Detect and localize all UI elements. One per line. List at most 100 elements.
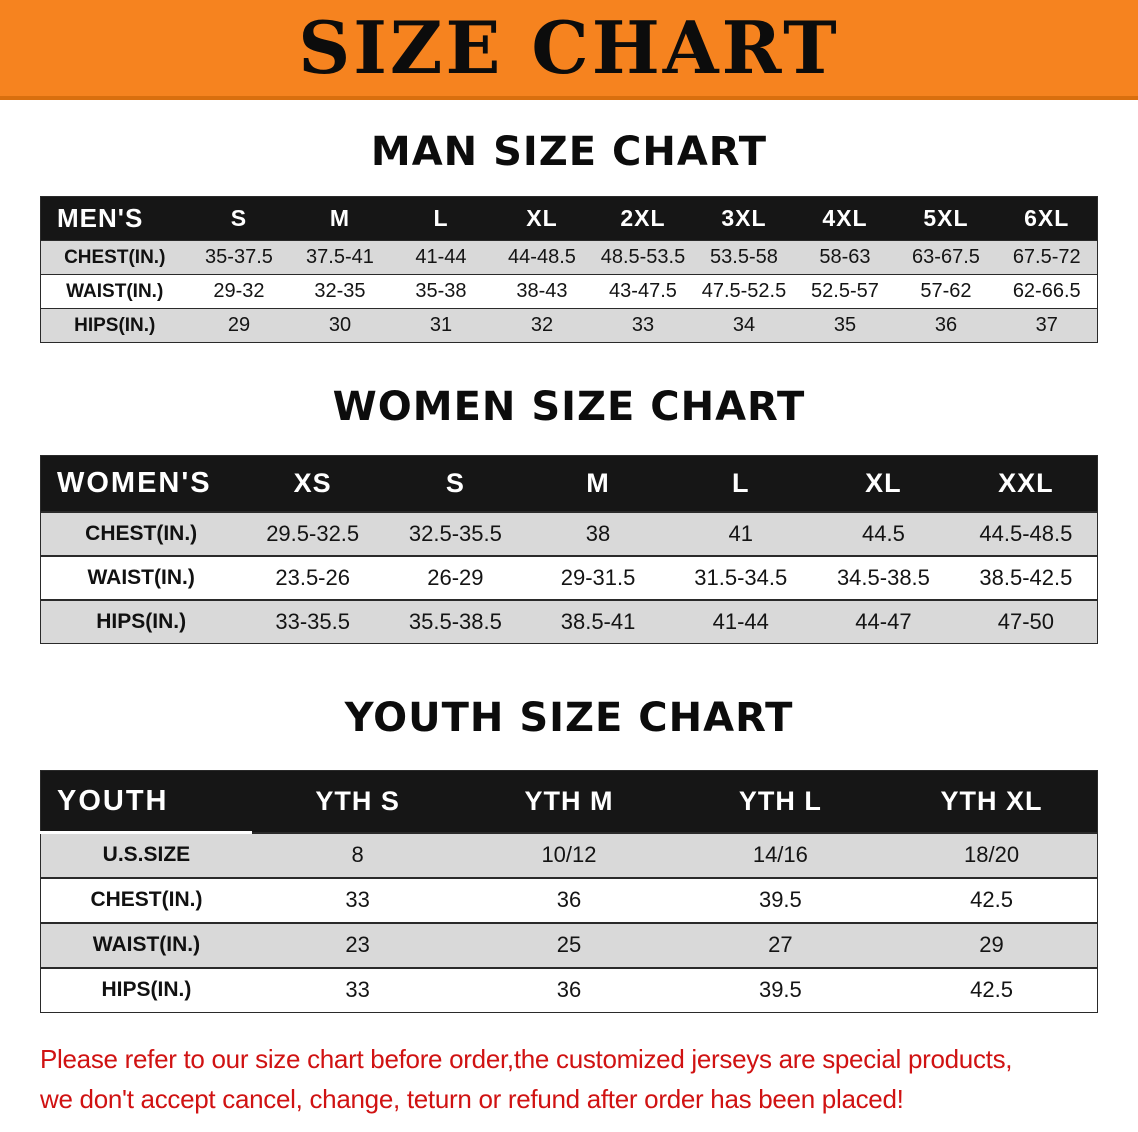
size-value-cell: 32.5-35.5 — [408, 520, 502, 546]
row-label: WAIST(IN.) — [66, 280, 164, 302]
size-value-cell: 39.5 — [758, 977, 802, 1003]
size-header-cell: XS — [293, 467, 332, 498]
row-label: CHEST(IN.) — [90, 888, 203, 911]
disclaimer: Please refer to our size chart before or… — [40, 1039, 1138, 1120]
size-value-cell: 62-66.5 — [1012, 280, 1081, 302]
size-value-cell: 39.5 — [758, 887, 802, 912]
size-value-cell: 33-35.5 — [275, 608, 350, 634]
size-value-cell: 38.5-42.5 — [979, 564, 1073, 590]
size-value-cell: 37 — [1035, 314, 1058, 336]
size-value-cell: 35 — [833, 314, 857, 336]
table-row: HIPS(IN.) 33 36 39.5 42.5 — [40, 967, 1098, 1013]
table-row: CHEST(IN.) 35-37.5 37.5-41 41-44 44-48.5 48.5… — [40, 240, 1098, 275]
size-value-cell: 36 — [934, 314, 958, 336]
size-header-cell: 2XL — [620, 205, 666, 231]
table-row: CHEST(IN.) 33 36 39.5 42.5 — [40, 877, 1098, 923]
size-value-cell: 31.5-34.5 — [694, 564, 788, 590]
size-value-cell: 38 — [585, 520, 611, 546]
size-value-cell: 18/20 — [964, 842, 1020, 867]
size-header-cell: YTH L — [738, 785, 822, 816]
header-row: MEN'S S M L XL 2XL 3XL 4XL 5XL 6XL — [40, 196, 1098, 241]
size-value-cell: 35-37.5 — [205, 246, 273, 268]
table-row: WAIST(IN.) 23 25 27 29 — [40, 922, 1098, 968]
table-row: HIPS(IN.) 29 30 31 32 33 34 35 36 37 — [40, 308, 1098, 343]
women-size-chart-section: WOMEN SIZE CHART WOMEN'S XS S M L XL XXL CHEST… — [0, 383, 1138, 644]
size-value-cell: 34 — [732, 314, 756, 336]
size-header-cell: YTH XL — [940, 785, 1043, 816]
size-header-cell: XL — [526, 205, 558, 231]
row-label: HIPS(IN.) — [101, 978, 192, 1002]
size-value-cell: 44-47 — [855, 608, 912, 634]
size-value-cell: 32 — [530, 314, 554, 336]
row-label: HIPS(IN.) — [74, 314, 156, 336]
size-header-cell: 5XL — [923, 205, 969, 231]
mens-size-table: MEN'S S M L XL 2XL 3XL 4XL 5XL 6XL CHEST(IN.) 35-3… — [40, 196, 1098, 343]
size-value-cell: 33 — [345, 887, 370, 912]
table-row: CHEST(IN.) 29.5-32.5 32.5-35.5 38 41 44.5 44.5… — [40, 511, 1098, 556]
table-row: WAIST(IN.) 29-32 32-35 35-38 38-43 43-47.5 47.… — [40, 274, 1098, 309]
size-value-cell: 38.5-41 — [560, 608, 636, 634]
size-value-cell: 10/12 — [541, 842, 597, 867]
womens-table-body: CHEST(IN.) 29.5-32.5 32.5-35.5 38 41 44.5 44.5… — [40, 511, 1098, 644]
banner-title: SIZE CHART — [298, 5, 840, 90]
table-row: HIPS(IN.) 33-35.5 35.5-38.5 38.5-41 41-44 44-… — [40, 599, 1098, 644]
disclaimer-line-1: Please refer to our size chart before or… — [40, 1044, 1013, 1074]
size-value-cell: 52.5-57 — [811, 280, 879, 302]
size-value-cell: 58-63 — [819, 246, 871, 268]
size-value-cell: 33 — [345, 977, 370, 1003]
row-label: CHEST(IN.) — [85, 521, 198, 545]
size-value-cell: 44.5 — [862, 520, 905, 546]
size-header-cell: S — [445, 467, 465, 498]
row-label: U.S.SIZE — [102, 843, 191, 867]
mens-table-header: MEN'S S M L XL 2XL 3XL 4XL 5XL 6XL — [40, 196, 1098, 241]
table-title-cell: YOUTH — [40, 770, 252, 834]
womens-table-header: WOMEN'S XS S M L XL XXL — [40, 455, 1098, 512]
size-header-cell: XXL — [998, 467, 1054, 498]
size-value-cell: 23.5-26 — [275, 564, 350, 590]
table-row: WAIST(IN.) 23.5-26 26-29 29-31.5 31.5-34.5 34… — [40, 555, 1098, 600]
man-size-chart-section: MAN SIZE CHART MEN'S S M L XL 2XL 3XL 4XL 5XL 6XL… — [0, 128, 1138, 343]
size-value-cell: 14/16 — [752, 842, 808, 867]
size-value-cell: 30 — [328, 314, 352, 336]
size-value-cell: 41-44 — [415, 246, 467, 268]
size-value-cell: 34.5-38.5 — [836, 564, 930, 590]
size-value-cell: 36 — [556, 977, 582, 1003]
womens-size-table: WOMEN'S XS S M L XL XXL CHEST(IN.) 29.5-32.5 32.… — [40, 455, 1098, 644]
size-value-cell: 29-32 — [213, 280, 265, 302]
size-value-cell: 26-29 — [427, 564, 484, 590]
disclaimer-line-2: we don't accept cancel, change, teturn o… — [40, 1084, 904, 1115]
table-title-cell: WOMEN'S — [57, 466, 212, 499]
size-header-cell: 3XL — [721, 205, 767, 231]
size-value-cell: 47.5-52.5 — [701, 280, 787, 302]
size-value-cell: 29 — [979, 932, 1004, 957]
size-header-cell: L — [731, 467, 750, 498]
size-value-cell: 44-48.5 — [508, 246, 576, 268]
row-label: HIPS(IN.) — [96, 609, 187, 633]
size-header-cell: YTH M — [524, 785, 614, 816]
size-value-cell: 42.5 — [970, 977, 1013, 1003]
size-value-cell: 41-44 — [712, 608, 769, 634]
size-header-cell: 6XL — [1024, 205, 1070, 231]
youth-table-header: YOUTH YTH S YTH M YTH L YTH XL — [40, 770, 1098, 834]
size-value-cell: 35.5-38.5 — [408, 608, 502, 634]
size-value-cell: 41 — [728, 520, 753, 546]
youth-size-chart-section: YOUTH SIZE CHART YOUTH YTH S YTH M YTH L YTH… — [0, 694, 1138, 1013]
size-value-cell: 27 — [768, 932, 793, 957]
banner: SIZE CHART — [0, 0, 1138, 100]
size-header-cell: XL — [865, 467, 902, 498]
size-header-cell: YTH S — [315, 785, 400, 816]
row-label: WAIST(IN.) — [87, 565, 195, 589]
size-value-cell: 47-50 — [997, 608, 1055, 634]
size-value-cell: 42.5 — [970, 887, 1013, 912]
size-value-cell: 29.5-32.5 — [266, 520, 360, 546]
table-title-cell: MEN'S — [57, 203, 144, 233]
header-row: YOUTH YTH S YTH M YTH L YTH XL — [40, 770, 1098, 834]
size-value-cell: 25 — [556, 932, 582, 957]
size-value-cell: 29 — [227, 314, 251, 336]
size-value-cell: 29-31.5 — [560, 564, 636, 590]
size-value-cell: 44.5-48.5 — [979, 520, 1073, 546]
size-value-cell: 35-38 — [415, 280, 467, 302]
size-value-cell: 43-47.5 — [609, 280, 677, 302]
women-size-chart-heading: WOMEN SIZE CHART — [332, 384, 806, 430]
